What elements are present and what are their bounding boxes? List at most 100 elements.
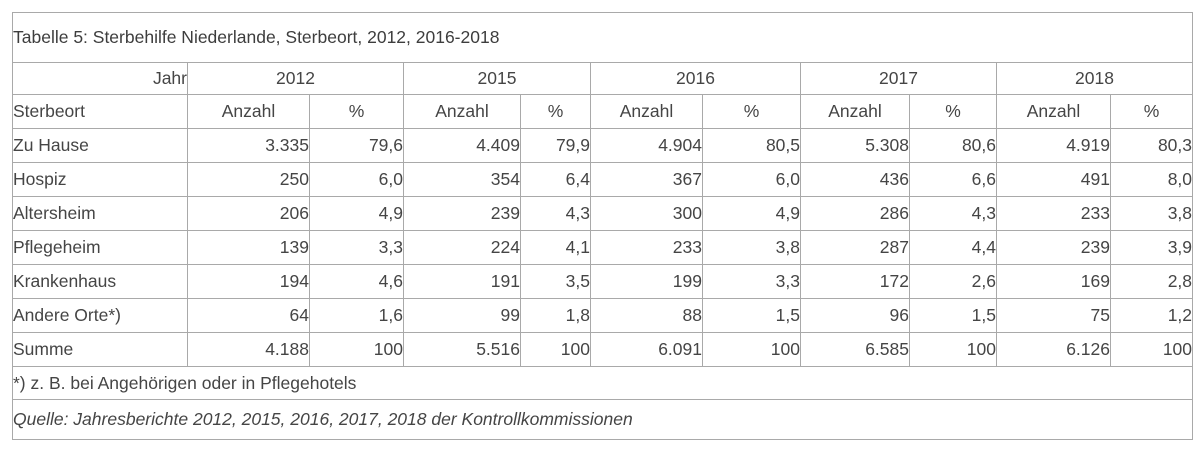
percent-header-2017: % [909,94,997,129]
percent-cell: 1,5 [909,298,997,333]
percent-cell: 100 [702,332,801,367]
percent-cell: 79,9 [520,128,591,163]
year-header-2015: 2015 [403,62,591,95]
percent-header-2012: % [309,94,404,129]
table-row: Altersheim 206 4,9 239 4,3 300 4,9 286 4… [12,196,1194,231]
row-label: Andere Orte*) [12,298,188,333]
percent-cell: 8,0 [1109,162,1194,197]
anzahl-cell: 6.585 [800,332,910,367]
percent-cell: 100 [520,332,591,367]
anzahl-cell: 75 [996,298,1111,333]
anzahl-cell: 250 [187,162,310,197]
percent-cell: 1,8 [520,298,591,333]
percent-cell: 4,3 [520,196,591,231]
percent-cell: 6,0 [702,162,801,197]
anzahl-cell: 239 [996,230,1111,265]
anzahl-cell: 64 [187,298,310,333]
anzahl-cell: 491 [996,162,1111,197]
year-header-2012: 2012 [187,62,404,95]
percent-cell: 6,6 [909,162,997,197]
title-row: Tabelle 5: Sterbehilfe Niederlande, Ster… [11,12,1194,63]
percent-cell: 80,3 [1109,128,1194,163]
anzahl-cell: 436 [800,162,910,197]
percent-cell: 4,9 [702,196,801,231]
percent-cell: 79,6 [309,128,404,163]
table-row: Andere Orte*) 64 1,6 99 1,8 88 1,5 96 1,… [12,298,1194,333]
anzahl-header-2018: Anzahl [996,94,1111,129]
percent-cell: 100 [309,332,404,367]
anzahl-cell: 4.904 [590,128,703,163]
anzahl-cell: 367 [590,162,703,197]
source-row: Quelle: Jahresberichte 2012, 2015, 2016,… [11,399,1194,440]
percent-cell: 3,3 [309,230,404,265]
anzahl-cell: 233 [590,230,703,265]
anzahl-cell: 4.919 [996,128,1111,163]
anzahl-cell: 88 [590,298,703,333]
row-label: Altersheim [12,196,188,231]
percent-cell: 4,3 [909,196,997,231]
anzahl-cell: 99 [403,298,521,333]
sterbehilfe-table: Tabelle 5: Sterbehilfe Niederlande, Ster… [11,12,1194,440]
percent-cell: 4,1 [520,230,591,265]
anzahl-cell: 6.091 [590,332,703,367]
table-row: Summe 4.188 100 5.516 100 6.091 100 6.58… [12,332,1194,367]
percent-cell: 100 [1109,332,1194,367]
anzahl-cell: 199 [590,264,703,299]
percent-header-2016: % [702,94,801,129]
anzahl-cell: 194 [187,264,310,299]
percent-cell: 3,8 [1109,196,1194,231]
percent-cell: 4,6 [309,264,404,299]
anzahl-cell: 139 [187,230,310,265]
year-header-2018: 2018 [995,62,1194,95]
anzahl-cell: 354 [403,162,521,197]
anzahl-cell: 4.188 [187,332,310,367]
percent-cell: 80,5 [702,128,801,163]
table-row: Zu Hause 3.335 79,6 4.409 79,9 4.904 80,… [12,128,1194,163]
percent-cell: 2,8 [1109,264,1194,299]
source-text: Quelle: Jahresberichte 2012, 2015, 2016,… [11,399,1194,440]
percent-cell: 80,6 [909,128,997,163]
sterbeort-header: Sterbeort [12,94,188,129]
anzahl-cell: 169 [996,264,1111,299]
jahr-header: Jahr [12,62,188,95]
anzahl-header-2015: Anzahl [403,94,521,129]
percent-cell: 2,6 [909,264,997,299]
percent-cell: 3,9 [1109,230,1194,265]
percent-cell: 1,6 [309,298,404,333]
anzahl-header-2016: Anzahl [590,94,703,129]
anzahl-cell: 172 [800,264,910,299]
percent-header-2015: % [520,94,591,129]
percent-cell: 100 [909,332,997,367]
percent-cell: 3,3 [702,264,801,299]
year-header-2016: 2016 [590,62,801,95]
anzahl-cell: 6.126 [996,332,1111,367]
table-row: Hospiz 250 6,0 354 6,4 367 6,0 436 6,6 4… [12,162,1194,197]
row-label: Zu Hause [12,128,188,163]
row-label: Krankenhaus [12,264,188,299]
anzahl-cell: 233 [996,196,1111,231]
anzahl-cell: 5.516 [403,332,521,367]
percent-cell: 6,4 [520,162,591,197]
footnote-text: *) z. B. bei Angehörigen oder in Pflegeh… [11,366,1194,400]
anzahl-cell: 287 [800,230,910,265]
anzahl-cell: 3.335 [187,128,310,163]
anzahl-cell: 5.308 [800,128,910,163]
year-header-2017: 2017 [800,62,997,95]
table-row: Pflegeheim 139 3,3 224 4,1 233 3,8 287 4… [12,230,1194,265]
table-row: Krankenhaus 194 4,6 191 3,5 199 3,3 172 … [12,264,1194,299]
percent-cell: 3,5 [520,264,591,299]
anzahl-cell: 206 [187,196,310,231]
column-header-row: Sterbeort Anzahl % Anzahl % Anzahl % Anz… [12,94,1194,129]
year-header-row: Jahr 2012 2015 2016 2017 2018 [12,62,1194,95]
anzahl-header-2017: Anzahl [800,94,910,129]
anzahl-cell: 224 [403,230,521,265]
percent-header-2018: % [1109,94,1194,129]
anzahl-cell: 286 [800,196,910,231]
anzahl-cell: 4.409 [403,128,521,163]
percent-cell: 1,2 [1109,298,1194,333]
row-label: Hospiz [12,162,188,197]
anzahl-cell: 96 [800,298,910,333]
percent-cell: 4,4 [909,230,997,265]
row-label: Summe [12,332,188,367]
